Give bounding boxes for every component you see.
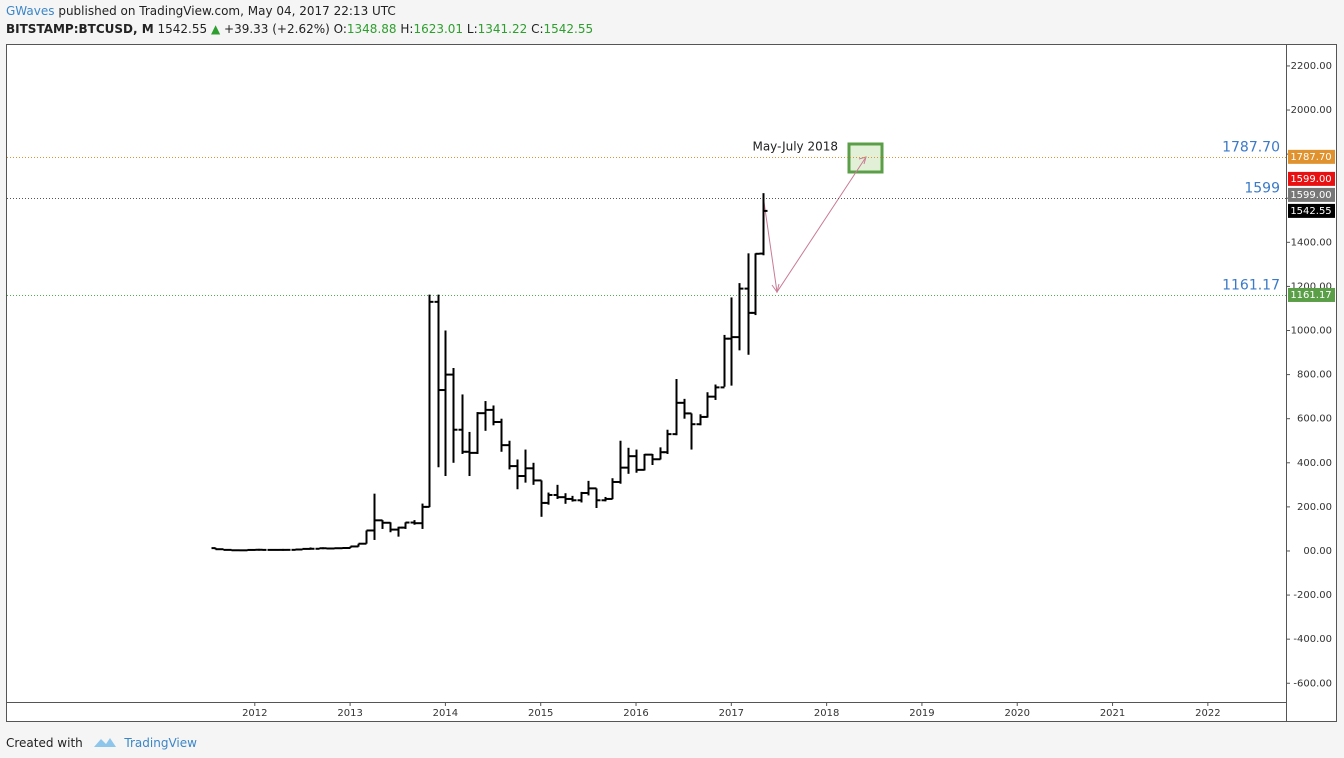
- x-tick-label: 2020: [1005, 708, 1030, 719]
- y-tick-label: 200.00: [1297, 502, 1332, 513]
- c-label: C:: [531, 22, 544, 36]
- h-label: H:: [400, 22, 414, 36]
- y-tick-label: 2200.00: [1291, 61, 1332, 72]
- y-tick-label: -400.00: [1293, 634, 1332, 645]
- l-label: L:: [466, 22, 478, 36]
- price-tag-label: 1542.55: [1290, 206, 1331, 217]
- change: +39.33 (+2.62%): [224, 22, 330, 36]
- price-tag-label: 1599.00: [1290, 174, 1331, 185]
- y-tick-label: 400.00: [1297, 458, 1332, 469]
- l: 1341.22: [477, 22, 528, 36]
- price-tag: [1288, 187, 1335, 202]
- x-tick-label: 2018: [814, 708, 839, 719]
- price-tag: [1288, 149, 1335, 164]
- y-tick-label: 00.00: [1303, 546, 1332, 557]
- price-tag-label: 1599.00: [1290, 190, 1331, 201]
- x-tick-label: 2015: [528, 708, 553, 719]
- c: 1542.55: [543, 22, 594, 36]
- header: GWaves published on TradingView.com, May…: [6, 4, 396, 18]
- brand[interactable]: TradingView: [124, 736, 197, 750]
- y-tick-label: 1400.00: [1291, 237, 1332, 248]
- footer: Created with TradingView: [6, 733, 197, 750]
- price-tag: [1288, 171, 1335, 186]
- horizontal-line-label: 1599: [1244, 181, 1280, 197]
- logo: [93, 738, 116, 747]
- price-tag: [1288, 287, 1335, 302]
- y-tick-label: 1000.00: [1291, 326, 1332, 337]
- x-tick-label: 2021: [1100, 708, 1125, 719]
- price-tag: [1288, 203, 1335, 218]
- x-tick-label: 2014: [433, 708, 458, 719]
- y-tick-label: 800.00: [1297, 370, 1332, 381]
- price-tag-label: 1787.70: [1290, 152, 1331, 163]
- o: 1348.88: [346, 22, 397, 36]
- symbol: BITSTAMP:BTCUSD, M: [6, 22, 154, 36]
- y-tick-label: 1200.00: [1291, 281, 1332, 292]
- y-tick-label: 2000.00: [1291, 105, 1332, 116]
- price-tag-label: 1161.17: [1290, 290, 1331, 301]
- x-tick-label: 2016: [623, 708, 648, 719]
- x-tick-label: 2022: [1195, 708, 1220, 719]
- y-tick-label: -200.00: [1293, 590, 1332, 601]
- o-label: O:: [333, 22, 347, 36]
- y-tick-label: 600.00: [1297, 414, 1332, 425]
- horizontal-line-label: 1161.17: [1222, 278, 1280, 294]
- x-tick-label: 2019: [909, 708, 934, 719]
- horizontal-line-label: 1787.70: [1222, 140, 1280, 156]
- plot: 2200.002000.001800.001600.001400.001200.…: [7, 61, 1335, 719]
- legend: BITSTAMP:BTCUSD, M 1542.55 ▲ +39.33 (+2.…: [6, 22, 593, 36]
- h: 1623.01: [413, 22, 464, 36]
- published: published on TradingView.com, May 04, 20…: [58, 4, 396, 18]
- frame: [6, 44, 1337, 722]
- y-tick-label: -600.00: [1293, 678, 1332, 689]
- up-icon: ▲: [210, 22, 221, 36]
- last: 1542.55: [157, 22, 208, 36]
- x-tick-label: 2013: [337, 708, 362, 719]
- x-tick-label: 2012: [242, 708, 267, 719]
- author[interactable]: GWaves: [6, 4, 55, 18]
- annotation: May-July 2018: [752, 140, 838, 154]
- created: Created with: [6, 736, 83, 750]
- x-tick-label: 2017: [719, 708, 744, 719]
